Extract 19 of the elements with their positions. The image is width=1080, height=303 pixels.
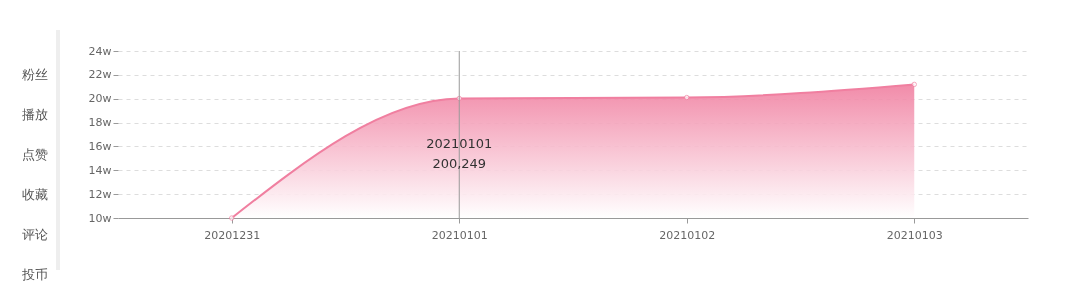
text: 点赞: [21, 146, 49, 164]
y-tick-label: 12w: [88, 187, 112, 201]
annotation: 20210101 200,249: [426, 136, 493, 172]
y-tick-label: 24w: [88, 44, 112, 58]
text: 粉丝: [21, 66, 49, 84]
y-tick-label: 10w: [88, 211, 112, 225]
text: 投币: [21, 266, 49, 284]
y-tick-label: 16w: [88, 139, 112, 153]
text: 收藏: [21, 186, 49, 204]
y-tick-label: 14w: [88, 163, 112, 177]
y-tick-label: 20w: [88, 92, 112, 106]
x-tick-label: 20210102: [659, 228, 716, 242]
x-tick-label: 20201231: [204, 228, 261, 242]
y-tick-label: 18w: [88, 116, 112, 130]
x-tick-label: 20210103: [886, 228, 943, 242]
y-tick-label: 22w: [88, 68, 112, 82]
x-tick-label: 20210101: [431, 228, 488, 242]
text: 播放: [21, 106, 49, 124]
text: 评论: [21, 226, 49, 244]
